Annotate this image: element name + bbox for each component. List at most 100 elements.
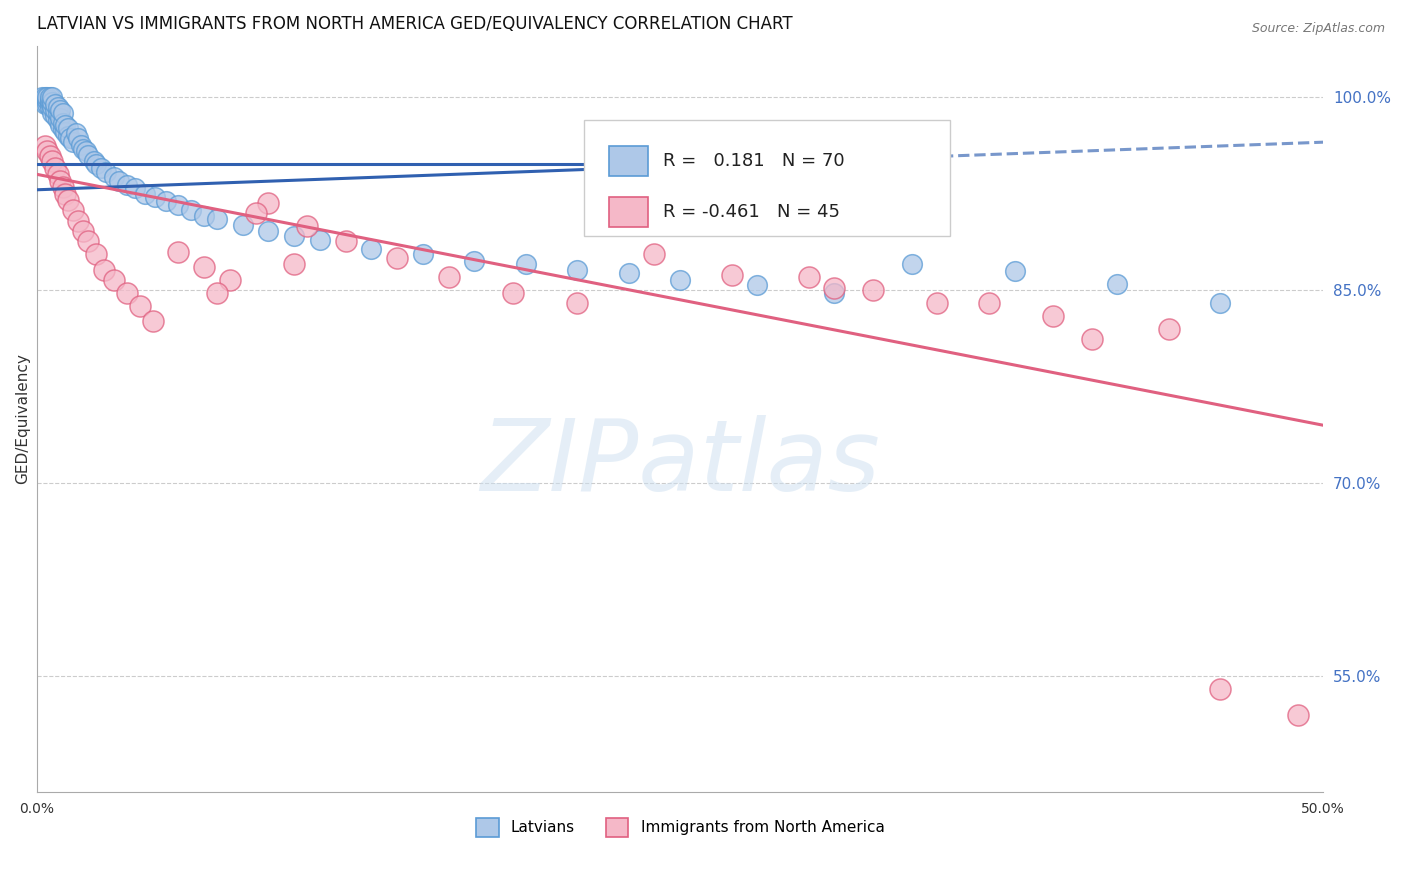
Point xyxy=(232,218,254,232)
Point xyxy=(720,268,742,282)
Point xyxy=(257,195,280,210)
Point xyxy=(41,100,63,114)
Point xyxy=(142,314,165,328)
Point xyxy=(46,113,69,128)
Point xyxy=(49,174,72,188)
Point xyxy=(797,270,820,285)
Point xyxy=(437,270,460,285)
Point xyxy=(41,105,63,120)
Point xyxy=(977,296,1000,310)
Point xyxy=(115,178,138,192)
Point xyxy=(502,285,524,300)
Point xyxy=(335,234,357,248)
Point xyxy=(309,233,332,247)
Point xyxy=(1004,264,1026,278)
Y-axis label: GED/Equivalency: GED/Equivalency xyxy=(15,353,30,484)
Point xyxy=(56,121,79,136)
Point xyxy=(49,103,72,117)
Point xyxy=(56,128,79,143)
Point xyxy=(34,90,56,104)
Point xyxy=(75,144,97,158)
Point xyxy=(96,165,118,179)
Point xyxy=(193,209,215,223)
Point xyxy=(93,262,115,277)
Point xyxy=(34,139,56,153)
Point xyxy=(103,169,125,184)
Point xyxy=(124,181,146,195)
Point xyxy=(84,247,107,261)
Point xyxy=(41,95,63,110)
Point xyxy=(72,142,94,156)
Point xyxy=(1080,332,1102,346)
Point xyxy=(103,273,125,287)
FancyBboxPatch shape xyxy=(583,120,950,236)
Point xyxy=(283,229,305,244)
Point xyxy=(77,148,100,162)
Point xyxy=(62,135,84,149)
Point xyxy=(67,213,90,227)
Point xyxy=(1157,322,1180,336)
Point xyxy=(927,296,949,310)
Point xyxy=(77,234,100,248)
Legend: Latvians, Immigrants from North America: Latvians, Immigrants from North America xyxy=(475,818,884,837)
Point xyxy=(52,116,75,130)
Point xyxy=(108,174,131,188)
Point xyxy=(52,180,75,194)
Point xyxy=(37,96,59,111)
Text: R = -0.461   N = 45: R = -0.461 N = 45 xyxy=(664,203,841,221)
Text: R =   0.181   N = 70: R = 0.181 N = 70 xyxy=(664,153,845,170)
Point xyxy=(360,242,382,256)
Point xyxy=(257,224,280,238)
Point xyxy=(46,167,69,181)
Point xyxy=(37,144,59,158)
Point xyxy=(747,278,769,293)
Point xyxy=(90,161,112,175)
Point xyxy=(1209,296,1232,310)
Text: LATVIAN VS IMMIGRANTS FROM NORTH AMERICA GED/EQUIVALENCY CORRELATION CHART: LATVIAN VS IMMIGRANTS FROM NORTH AMERICA… xyxy=(37,15,793,33)
Point xyxy=(617,267,640,281)
Point xyxy=(1286,707,1309,722)
Point xyxy=(219,273,242,287)
Point xyxy=(37,93,59,107)
Point xyxy=(31,90,53,104)
Point xyxy=(1042,309,1064,323)
Point xyxy=(41,90,63,104)
Point xyxy=(643,247,665,261)
Point xyxy=(46,100,69,114)
Point xyxy=(180,203,202,218)
Point xyxy=(56,193,79,207)
Point xyxy=(385,251,408,265)
Point xyxy=(53,186,76,201)
Point xyxy=(49,111,72,125)
Point xyxy=(49,119,72,133)
Point xyxy=(46,105,69,120)
Point xyxy=(62,203,84,218)
Point xyxy=(824,280,846,294)
Point xyxy=(245,206,267,220)
Point xyxy=(52,122,75,136)
Point xyxy=(38,95,60,110)
Point xyxy=(84,157,107,171)
Point xyxy=(283,257,305,271)
Point xyxy=(205,285,228,300)
Point xyxy=(52,105,75,120)
Point xyxy=(134,186,156,201)
Point xyxy=(37,90,59,104)
Point xyxy=(44,103,66,117)
Point xyxy=(669,273,692,287)
Bar xyxy=(609,197,648,227)
Point xyxy=(515,257,537,271)
Point xyxy=(115,285,138,300)
Point xyxy=(128,299,150,313)
Point xyxy=(69,137,91,152)
Point xyxy=(38,100,60,114)
Point xyxy=(53,125,76,139)
Point xyxy=(65,126,87,140)
Text: ZIPatlas: ZIPatlas xyxy=(481,415,880,512)
Point xyxy=(167,198,190,212)
Point xyxy=(567,262,589,277)
Point xyxy=(83,154,105,169)
Point xyxy=(155,194,177,209)
Point xyxy=(44,96,66,111)
Point xyxy=(38,149,60,163)
